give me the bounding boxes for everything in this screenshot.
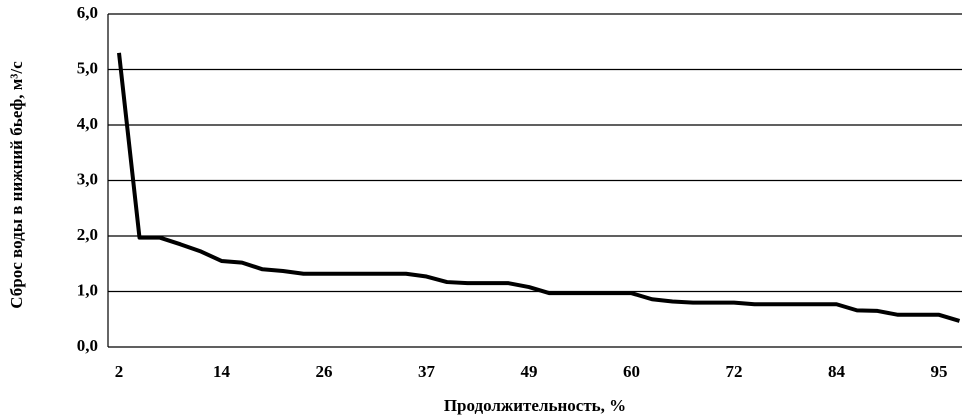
y-tick-label: 6,0 bbox=[77, 3, 98, 22]
x-tick-label: 37 bbox=[418, 362, 436, 381]
x-tick-label: 26 bbox=[316, 362, 333, 381]
y-tick-label: 4,0 bbox=[77, 114, 98, 133]
y-tick-label: 2,0 bbox=[77, 225, 98, 244]
x-tick-label: 84 bbox=[828, 362, 846, 381]
y-tick-label: 1,0 bbox=[77, 280, 98, 299]
x-tick-label: 95 bbox=[931, 362, 948, 381]
x-tick-label: 2 bbox=[115, 362, 124, 381]
y-tick-label: 0,0 bbox=[77, 336, 98, 355]
x-tick-label: 60 bbox=[623, 362, 640, 381]
data-line bbox=[117, 52, 961, 323]
x-tick-label: 72 bbox=[726, 362, 743, 381]
y-tick-label: 5,0 bbox=[77, 58, 98, 77]
x-axis-title: Продолжительность, % bbox=[444, 396, 626, 415]
x-tick-label: 49 bbox=[521, 362, 538, 381]
y-tick-label: 3,0 bbox=[77, 169, 98, 188]
y-axis-title: Сброс воды в нижний бьеф, м³/с bbox=[7, 61, 26, 309]
x-tick-label: 14 bbox=[213, 362, 231, 381]
